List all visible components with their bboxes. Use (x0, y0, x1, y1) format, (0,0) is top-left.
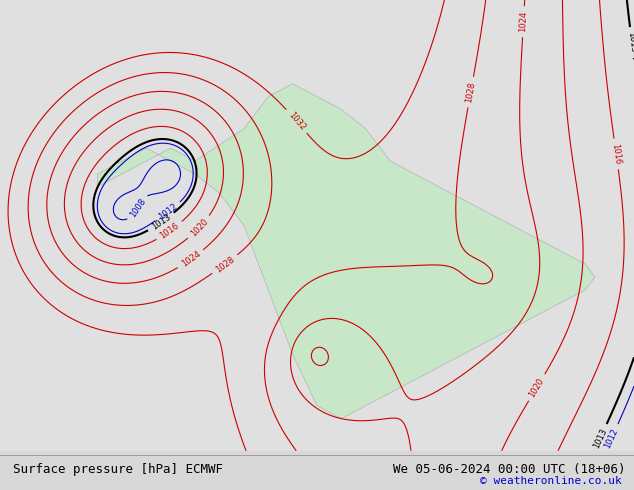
Text: 1008: 1008 (128, 196, 148, 219)
Text: Surface pressure [hPa] ECMWF: Surface pressure [hPa] ECMWF (13, 463, 223, 476)
Text: 1028: 1028 (465, 81, 477, 103)
Text: © weatheronline.co.uk: © weatheronline.co.uk (479, 476, 621, 486)
Text: 1020: 1020 (527, 376, 546, 399)
Text: 1032: 1032 (287, 110, 307, 132)
Text: 1020: 1020 (189, 217, 210, 238)
Text: 1028: 1028 (214, 254, 236, 274)
Text: 1024: 1024 (519, 11, 529, 32)
Text: 1016: 1016 (158, 221, 181, 241)
Text: 1016: 1016 (611, 143, 622, 165)
Polygon shape (98, 84, 595, 418)
Text: We 05-06-2024 00:00 UTC (18+06): We 05-06-2024 00:00 UTC (18+06) (393, 463, 626, 476)
Text: 1013: 1013 (592, 427, 609, 450)
Text: 1024: 1024 (179, 249, 202, 269)
Text: 1013: 1013 (150, 212, 172, 232)
Text: 1012: 1012 (157, 202, 179, 221)
Text: 1012: 1012 (603, 427, 620, 449)
Text: 1013: 1013 (626, 31, 634, 53)
